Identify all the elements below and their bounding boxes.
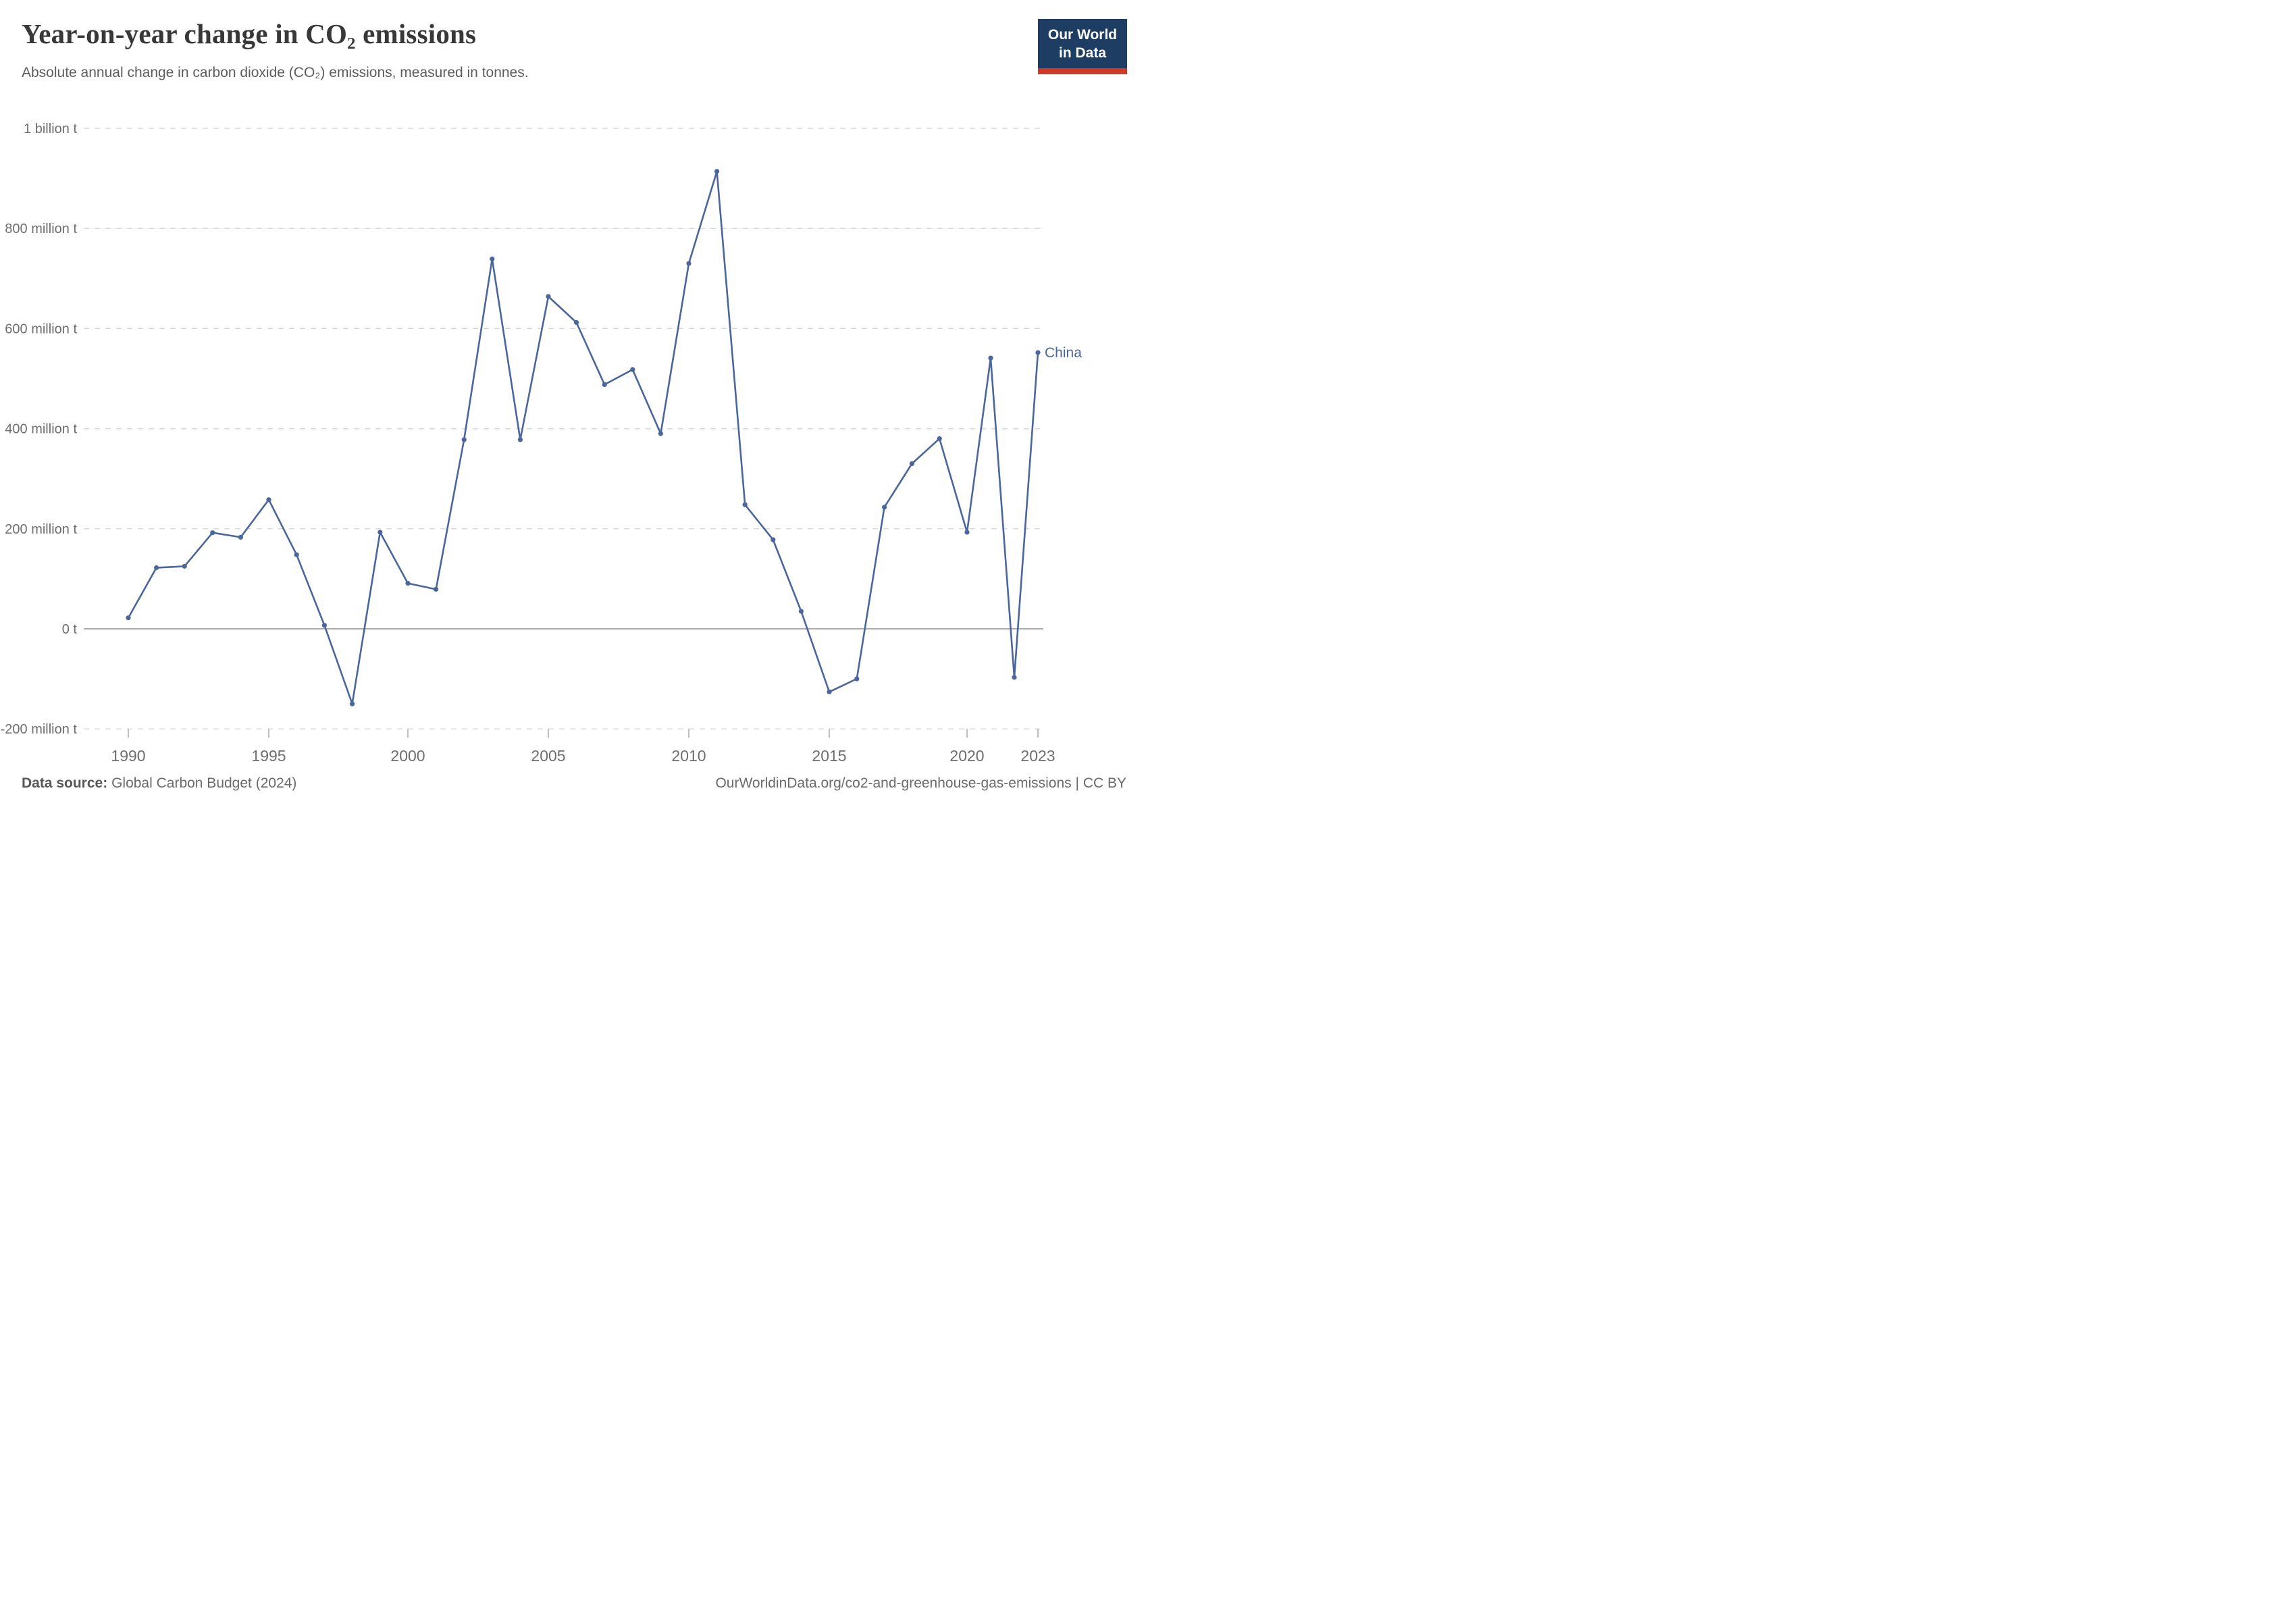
data-point (321, 623, 327, 628)
data-point (882, 505, 887, 510)
data-point (742, 502, 748, 507)
data-point (377, 530, 383, 535)
data-point (266, 497, 271, 503)
data-point (126, 615, 131, 621)
page-title: Year-on-year change in CO₂ emissions (22, 18, 477, 49)
series-line-china (127, 170, 1039, 705)
y-axis-label: 400 million t (5, 422, 77, 437)
data-point (546, 294, 551, 299)
data-point (405, 580, 411, 586)
data-point (294, 552, 299, 557)
data-point (630, 367, 635, 372)
data-point (854, 676, 860, 681)
y-axis-label: 0 t (62, 622, 78, 637)
data-point (937, 436, 942, 442)
y-axis-label: -200 million t (1, 722, 78, 737)
series-end-label: China (1045, 345, 1082, 361)
data-point (1035, 350, 1041, 355)
data-point (964, 530, 970, 535)
data-point (827, 689, 832, 694)
data-point (988, 355, 993, 361)
owid-logo-line1: Our World (1047, 27, 1118, 43)
data-point (182, 563, 187, 569)
data-point (1012, 675, 1017, 680)
x-axis-label: 2023 (1020, 747, 1055, 765)
line-chart-svg: 1 billion t 800 million t 600 million t 400… (1, 122, 1082, 765)
data-point (909, 461, 914, 467)
x-axis-label: 1995 (251, 747, 286, 765)
data-point (574, 319, 579, 326)
line-chart-canvas: 1 billion t 800 million t 600 million t 400… (0, 95, 1148, 773)
owid-logo: Our World in Data (1038, 19, 1127, 74)
y-axis-label: 200 million t (5, 522, 77, 537)
y-axis-label: 800 million t (5, 222, 77, 236)
x-axis-label: 2000 (390, 747, 425, 765)
footer-link: OurWorldinData.org/co2-and-greenhouse-ga… (715, 775, 1072, 791)
x-axis-label: 2005 (531, 747, 565, 765)
x-axis-label: 1990 (111, 747, 145, 765)
data-point (714, 169, 720, 174)
x-axis-label: 2020 (949, 747, 984, 765)
data-point (210, 530, 215, 536)
x-axis-label: 2015 (812, 747, 846, 765)
data-point (602, 382, 607, 387)
data-point (154, 565, 159, 571)
footer-license: CC BY (1082, 775, 1126, 791)
data-point (434, 586, 439, 592)
footer-separator: | (1075, 775, 1083, 791)
data-point (771, 537, 776, 542)
chart-subtitle: Absolute annual change in carbon dioxide… (22, 65, 529, 80)
data-point (238, 534, 243, 540)
data-point (658, 431, 664, 436)
data-point (798, 609, 804, 614)
data-source-label: Data source: (22, 775, 108, 791)
owid-chart-page: Year-on-year change in CO₂ emissions Abs… (0, 0, 1148, 810)
x-axis-label: 2010 (671, 747, 706, 765)
data-point (490, 256, 495, 262)
y-axis-label: 1 billion t (24, 122, 77, 136)
chart-footer: Data source: Global Carbon Budget (2024)… (0, 775, 1148, 792)
data-point (461, 437, 467, 442)
data-point (517, 437, 523, 442)
footer-attribution: OurWorldinData.org/co2-and-greenhouse-ga… (715, 775, 1126, 792)
y-axis-label: 600 million t (5, 321, 77, 336)
data-source: Data source: Global Carbon Budget (2024) (22, 775, 296, 792)
data-point (350, 701, 355, 706)
owid-logo-line2: in Data (1058, 45, 1106, 61)
data-point (686, 261, 692, 266)
data-source-value: Global Carbon Budget (2024) (111, 775, 297, 791)
